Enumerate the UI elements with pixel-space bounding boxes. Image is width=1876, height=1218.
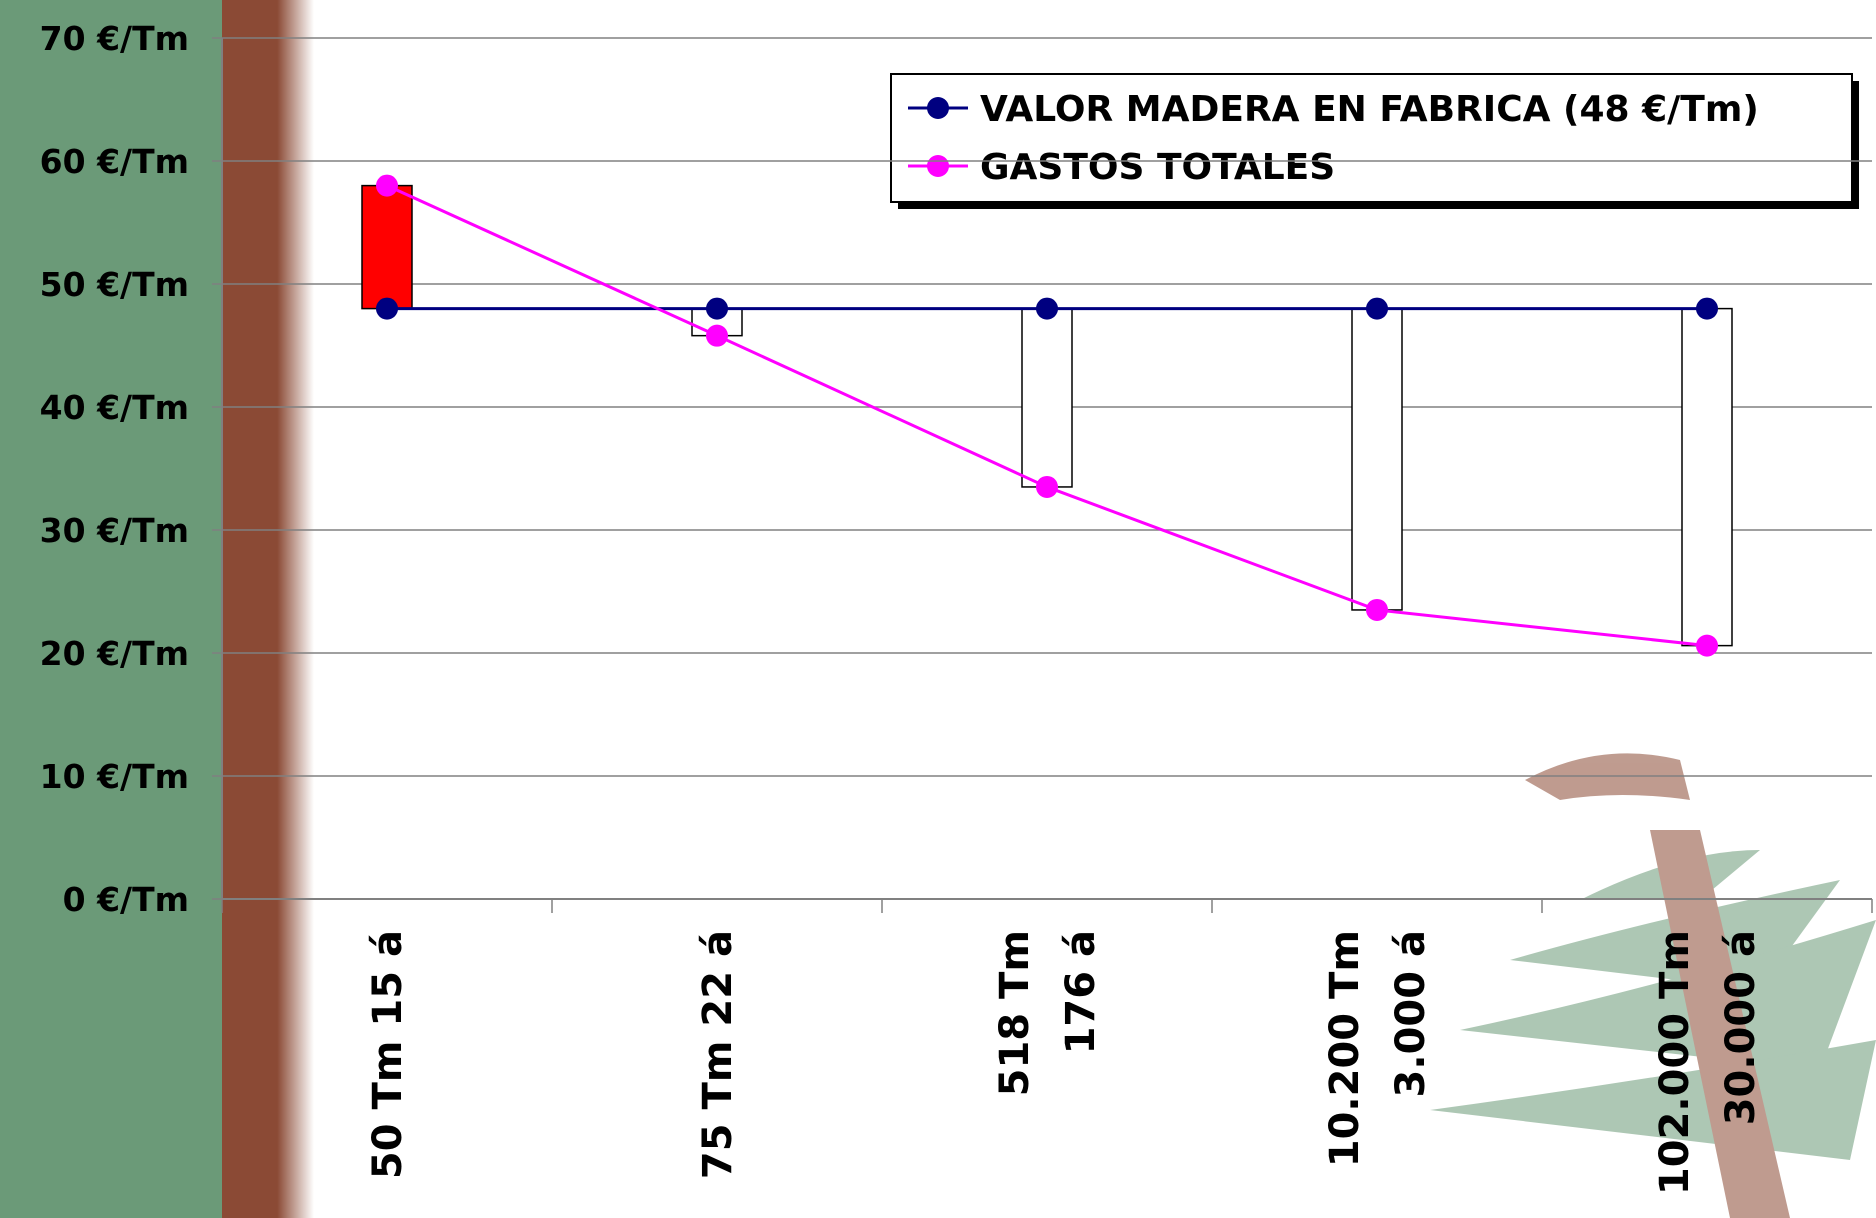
up-down-bar xyxy=(1021,307,1073,488)
y-tick-label: 70 €/Tm xyxy=(40,19,189,58)
up-down-bar xyxy=(1351,307,1403,611)
legend-box xyxy=(890,73,1853,203)
x-tick-label: 50 Tm 15 á xyxy=(365,930,411,1179)
data-point xyxy=(1366,598,1388,621)
data-point xyxy=(706,297,728,320)
x-tick-label: 102.000 Tm xyxy=(1652,930,1698,1195)
y-tick-label: 30 €/Tm xyxy=(40,511,189,550)
data-point xyxy=(1696,297,1718,320)
trunk-band xyxy=(222,0,314,1218)
data-point xyxy=(376,297,398,320)
x-tick-label: 75 Tm 22 á xyxy=(695,930,741,1179)
legend-label: GASTOS TOTALES xyxy=(980,147,1335,188)
data-point xyxy=(1036,475,1058,498)
legend-marker xyxy=(927,97,949,119)
y-tick-label: 60 €/Tm xyxy=(40,142,189,181)
data-point xyxy=(376,174,398,197)
x-tick-label: 518 Tm xyxy=(992,930,1038,1096)
legend-label: VALOR MADERA EN FABRICA (48 €/Tm) xyxy=(980,89,1759,130)
y-tick-label: 40 €/Tm xyxy=(40,388,189,427)
tree-decoration xyxy=(1430,753,1876,1218)
y-tick-label: 10 €/Tm xyxy=(40,757,189,796)
legend-marker xyxy=(927,155,949,177)
up-down-bar xyxy=(361,184,413,310)
data-point xyxy=(1366,297,1388,320)
up-down-bar xyxy=(1681,307,1733,647)
x-tick-label: 3.000 á xyxy=(1388,930,1434,1097)
side-band xyxy=(0,0,222,1218)
x-tick-label: 176 á xyxy=(1058,930,1104,1054)
x-tick-label: 30.000 á xyxy=(1718,930,1764,1125)
x-tick-label: 10.200 Tm xyxy=(1322,930,1368,1167)
data-point xyxy=(1696,634,1718,657)
y-tick-label: 0 €/Tm xyxy=(63,880,189,919)
data-point xyxy=(1036,297,1058,320)
data-point xyxy=(706,324,728,347)
y-tick-label: 20 €/Tm xyxy=(40,634,189,673)
legend: VALOR MADERA EN FABRICA (48 €/Tm) GASTOS … xyxy=(890,73,1859,209)
y-tick-label: 50 €/Tm xyxy=(40,265,189,304)
